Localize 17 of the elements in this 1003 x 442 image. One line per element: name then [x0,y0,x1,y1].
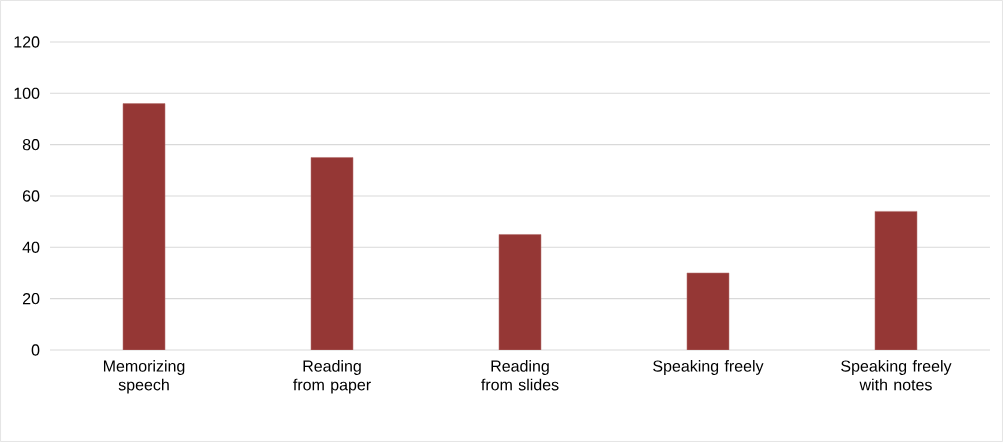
y-tick-label: 100 [14,87,40,99]
x-tick-label: Speaking freely with notes [841,360,952,391]
bar [874,211,918,350]
bar [686,272,730,350]
x-tick-label: Speaking freely [653,360,764,375]
x-tick-label: Reading from paper [293,360,371,394]
bar [122,103,166,350]
bar [310,157,354,350]
bar [498,234,542,350]
y-tick-label: 120 [14,36,40,48]
y-tick-label: 80 [22,139,40,151]
y-tick-label: 0 [31,344,40,356]
x-tick-label: Memorizing speech [103,360,185,394]
y-tick-label: 60 [22,190,40,202]
y-tick-label: 20 [22,293,40,305]
x-tick-label: Reading from slides [481,360,559,391]
y-tick-label: 40 [22,241,40,253]
